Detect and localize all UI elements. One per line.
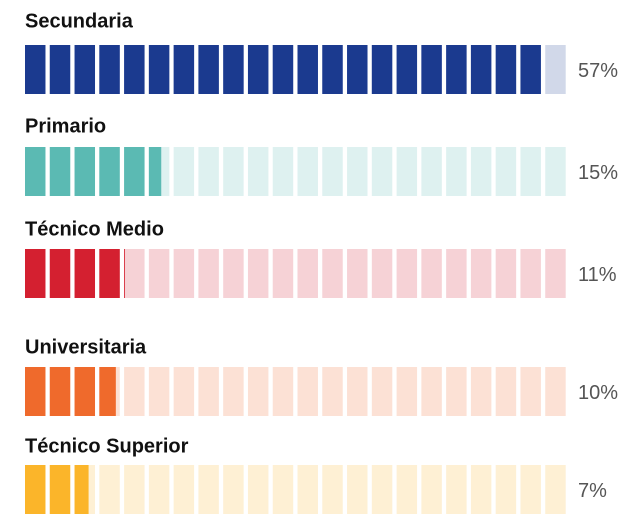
value-label: 10% [578,382,618,404]
bar [25,147,162,196]
category-label: Primario [25,115,106,137]
category-label: Técnico Medio [25,218,164,240]
bar-track [25,465,566,514]
value-label: 7% [578,480,607,502]
bar [25,45,543,94]
value-label: 57% [578,60,618,82]
category-label: Técnico Superior [25,435,189,457]
category-label: Secundaria [25,10,134,32]
bar [25,465,89,514]
bar [25,367,116,416]
value-label: 15% [578,162,618,184]
value-label: 11% [578,264,617,286]
category-label: Universitaria [25,336,147,358]
bar [25,249,125,298]
